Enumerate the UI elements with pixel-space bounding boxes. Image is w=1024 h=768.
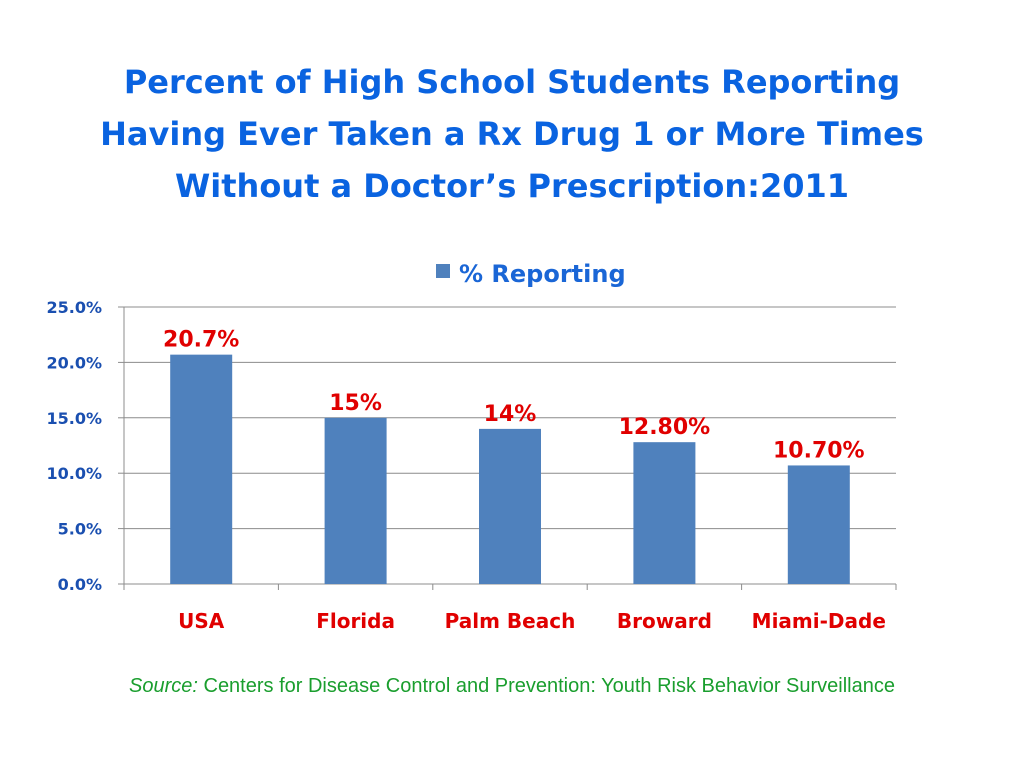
source-note: Source: Centers for Disease Control and … — [0, 675, 1024, 698]
bar — [324, 417, 387, 584]
bar — [479, 428, 541, 584]
data-label: 12.80% — [619, 415, 711, 440]
legend-label: % Reporting — [459, 260, 626, 288]
data-labels: 20.7% 15% 14% 12.80% 10.70% — [163, 328, 865, 464]
data-label: 15% — [329, 391, 382, 416]
x-tick-label: Palm Beach — [445, 609, 576, 633]
source-text: Centers for Disease Control and Preventi… — [197, 675, 895, 697]
x-tick-labels: USA Florida Palm Beach Broward Miami-Dade — [178, 609, 886, 633]
y-tick-label: 20.0% — [46, 353, 102, 372]
y-tick-label: 0.0% — [58, 575, 102, 594]
y-tick-label: 15.0% — [46, 409, 102, 428]
bar — [170, 354, 233, 584]
data-label: 10.70% — [773, 438, 865, 463]
gridlines — [124, 306, 896, 530]
data-label: 20.7% — [163, 328, 239, 353]
chart-title: Percent of High School Students Reportin… — [40, 56, 984, 212]
legend: % Reporting — [436, 260, 626, 288]
x-tick-label: Miami-Dade — [752, 609, 886, 633]
y-tick-label: 10.0% — [46, 464, 102, 483]
data-label: 14% — [484, 402, 537, 427]
bar — [633, 442, 696, 584]
y-tick-label: 5.0% — [58, 520, 102, 539]
title-line-1: Percent of High School Students Reportin… — [123, 63, 901, 101]
y-tick-labels: 0.0% 5.0% 10.0% 15.0% 20.0% 25.0% — [46, 298, 102, 594]
title-line-2: Having Ever Taken a Rx Drug 1 or More Ti… — [100, 115, 924, 153]
title-line-3: Without a Doctor’s Prescription:2011 — [174, 167, 850, 205]
x-tick-label: Broward — [617, 609, 712, 633]
y-tick-label: 25.0% — [46, 298, 102, 317]
x-tick-label: Florida — [316, 609, 395, 633]
source-prefix: Source: — [129, 675, 198, 697]
x-tick-label: USA — [178, 609, 225, 633]
bar — [787, 465, 850, 584]
bars — [170, 354, 850, 584]
legend-swatch — [436, 264, 450, 278]
